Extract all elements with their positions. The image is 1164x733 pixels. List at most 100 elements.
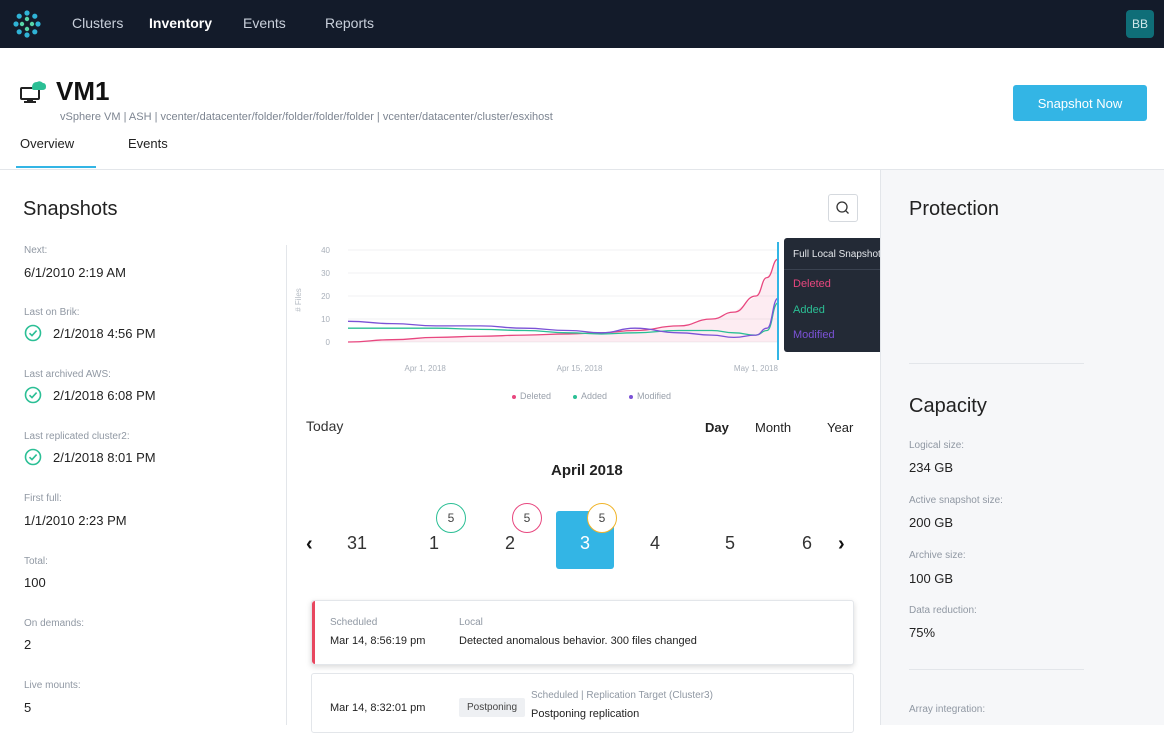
rubrik-logo-icon[interactable] bbox=[12, 9, 42, 39]
event-message: Detected anomalous behavior. 300 files c… bbox=[459, 635, 697, 647]
snapshot-files-chart[interactable]: 0 10 20 30 40 # Files Apr 1, 2018 Apr 15, 2018 M… bbox=[290, 240, 840, 380]
today-label[interactable]: Today bbox=[306, 418, 344, 434]
event-type-label: Scheduled bbox=[330, 617, 378, 628]
chevron-right-icon[interactable]: › bbox=[838, 533, 845, 555]
event-severity-accent bbox=[312, 601, 315, 664]
check-circle-icon bbox=[24, 448, 42, 466]
section-divider bbox=[909, 363, 1084, 364]
legend-dot bbox=[629, 394, 633, 399]
active-snapshot-size-label: Active snapshot size: bbox=[909, 495, 1003, 506]
calendar-day[interactable]: 31 bbox=[346, 533, 368, 553]
live-mounts-label: Live mounts: bbox=[24, 680, 81, 691]
last-replicated-value: 2/1/2018 8:01 PM bbox=[53, 450, 156, 465]
calendar-day-selected[interactable]: 3 bbox=[579, 533, 590, 553]
header-divider bbox=[0, 169, 1164, 170]
next-value: 6/1/2010 2:19 AM bbox=[24, 265, 126, 280]
calendar-day[interactable]: 1 bbox=[428, 533, 439, 553]
array-integration-label: Array integration: bbox=[909, 704, 986, 715]
last-on-brik-label: Last on Brik: bbox=[24, 307, 80, 318]
calendar-day[interactable]: 5 bbox=[724, 533, 735, 553]
zoom-search-button[interactable] bbox=[828, 194, 858, 222]
last-on-brik-value: 2/1/2018 4:56 PM bbox=[53, 326, 156, 341]
first-full-label: First full: bbox=[24, 493, 62, 504]
nav-reports[interactable]: Reports bbox=[325, 15, 375, 31]
range-month[interactable]: Month bbox=[755, 420, 792, 435]
event-target-label: Local bbox=[459, 617, 483, 628]
check-circle-icon bbox=[24, 386, 42, 404]
tooltip-modified-label: Modified bbox=[793, 329, 835, 341]
legend-deleted: Deleted bbox=[512, 391, 551, 401]
tab-overview[interactable]: Overview bbox=[20, 136, 75, 151]
tab-events[interactable]: Events bbox=[128, 136, 168, 151]
calendar-day[interactable]: 6 bbox=[801, 533, 812, 553]
calendar-month-title: April 2018 bbox=[551, 462, 623, 479]
column-divider bbox=[286, 245, 287, 725]
archive-size-value: 100 GB bbox=[909, 571, 954, 586]
first-full-value: 1/1/2010 2:23 PM bbox=[24, 513, 127, 528]
day-snapshot-count-badge: 5 bbox=[587, 503, 617, 533]
protection-section-title: Protection bbox=[909, 198, 1000, 220]
event-message: Postponing replication bbox=[531, 708, 640, 720]
chevron-left-icon[interactable]: ‹ bbox=[306, 533, 313, 555]
range-year[interactable]: Year bbox=[827, 420, 854, 435]
event-time: Mar 14, 8:32:01 pm bbox=[330, 702, 426, 714]
day-snapshot-count-badge: 5 bbox=[512, 503, 542, 533]
check-circle-icon bbox=[24, 324, 42, 342]
calendar-day[interactable]: 4 bbox=[649, 533, 660, 553]
y-tick-label: 10 bbox=[321, 315, 330, 324]
page-title: VM1 bbox=[56, 76, 110, 106]
capacity-section-title: Capacity bbox=[909, 395, 987, 417]
archive-size-label: Archive size: bbox=[909, 550, 966, 561]
logical-size-value: 234 GB bbox=[909, 460, 954, 475]
nav-events[interactable]: Events bbox=[243, 15, 286, 31]
legend-dot bbox=[512, 394, 516, 399]
next-label: Next: bbox=[24, 245, 48, 256]
event-status-badge: Postponing bbox=[459, 698, 526, 717]
series-line-deleted bbox=[347, 258, 779, 343]
calendar-day[interactable]: 2 bbox=[504, 533, 515, 553]
last-archived-value: 2/1/2018 6:08 PM bbox=[53, 388, 156, 403]
tooltip-deleted-label: Deleted bbox=[793, 278, 831, 290]
user-avatar[interactable]: BB bbox=[1126, 10, 1154, 38]
on-demands-label: On demands: bbox=[24, 618, 85, 629]
right-sidebar: Protection Capacity Logical size: 234 GB… bbox=[880, 170, 1164, 725]
snapshot-now-button[interactable]: Snapshot Now bbox=[1013, 85, 1147, 121]
total-label: Total: bbox=[24, 556, 48, 567]
series-line-modified bbox=[347, 297, 779, 339]
x-tick-label: Apr 1, 2018 bbox=[404, 364, 446, 373]
vm-cloud-icon bbox=[20, 81, 46, 103]
legend-dot bbox=[573, 394, 577, 399]
section-divider bbox=[909, 669, 1084, 670]
x-tick-label: Apr 15, 2018 bbox=[557, 364, 603, 373]
event-card[interactable]: Mar 14, 8:32:01 pm Postponing Scheduled … bbox=[311, 673, 854, 733]
live-mounts-value: 5 bbox=[24, 700, 32, 715]
total-value: 100 bbox=[24, 575, 46, 590]
y-axis-label: # Files bbox=[294, 288, 303, 312]
nav-inventory[interactable]: Inventory bbox=[149, 15, 213, 31]
y-tick-label: 40 bbox=[321, 246, 330, 255]
event-time: Mar 14, 8:56:19 pm bbox=[330, 635, 426, 647]
deleted-area bbox=[348, 259, 778, 342]
y-tick-label: 30 bbox=[321, 269, 330, 278]
vm-breadcrumb-path: vSphere VM | ASH | vcenter/datacenter/fo… bbox=[60, 111, 553, 123]
active-snapshot-size-value: 200 GB bbox=[909, 515, 954, 530]
last-archived-label: Last archived AWS: bbox=[24, 369, 111, 380]
top-navigation-bar: Clusters Inventory Events Reports BB bbox=[0, 0, 1164, 48]
x-tick-label: May 1, 2018 bbox=[734, 364, 779, 373]
data-reduction-value: 75% bbox=[909, 625, 936, 640]
legend-modified: Modified bbox=[629, 391, 671, 401]
legend-added: Added bbox=[573, 391, 607, 401]
logical-size-label: Logical size: bbox=[909, 440, 965, 451]
y-tick-label: 20 bbox=[321, 292, 330, 301]
tooltip-added-label: Added bbox=[793, 304, 825, 316]
event-card[interactable]: Scheduled Mar 14, 8:56:19 pm Local Detec… bbox=[311, 600, 854, 665]
last-replicated-label: Last replicated cluster2: bbox=[24, 431, 130, 442]
search-icon bbox=[836, 201, 849, 214]
snapshots-section-title: Snapshots bbox=[23, 198, 118, 220]
nav-clusters[interactable]: Clusters bbox=[72, 15, 124, 31]
data-reduction-label: Data reduction: bbox=[909, 605, 977, 616]
y-tick-label: 0 bbox=[326, 338, 331, 347]
on-demands-value: 2 bbox=[24, 637, 32, 652]
active-tab-indicator bbox=[16, 166, 96, 168]
range-day[interactable]: Day bbox=[705, 420, 729, 435]
